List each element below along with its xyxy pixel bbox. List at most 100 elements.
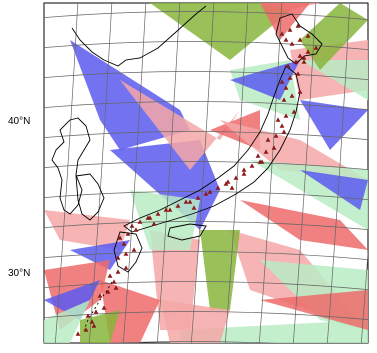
- station-marker: [155, 211, 161, 216]
- sector-pink: [44, 210, 130, 250]
- station-marker: [281, 129, 287, 134]
- station-marker: [291, 109, 297, 114]
- station-marker: [223, 181, 229, 186]
- station-marker: [241, 167, 247, 172]
- station-marker: [305, 49, 311, 54]
- coastlines: [51, 5, 323, 331]
- sector-green: [200, 230, 240, 310]
- station-marker: [131, 247, 137, 252]
- station-marker: [123, 251, 129, 256]
- meridian-line: [224, 3, 249, 343]
- meridian-line: [88, 3, 113, 343]
- station-marker: [241, 171, 247, 176]
- meridian-line: [54, 3, 79, 343]
- coastline-ryukyu: [83, 281, 113, 331]
- station-marker: [279, 31, 285, 36]
- station-marker: [287, 75, 293, 80]
- sector-light-green: [180, 320, 368, 343]
- station-marker: [279, 123, 285, 128]
- station-layer: [75, 23, 319, 336]
- sector-blue: [44, 280, 100, 320]
- sector-red: [260, 290, 368, 330]
- station-marker: [117, 235, 123, 240]
- parallel-line: [44, 251, 368, 260]
- parallel-line: [109, 341, 276, 343]
- station-marker: [191, 205, 197, 210]
- station-marker: [187, 199, 193, 204]
- station-marker: [289, 93, 295, 98]
- sector-pink: [220, 120, 368, 180]
- station-marker: [97, 293, 103, 298]
- station-marker: [301, 55, 307, 60]
- station-marker: [137, 219, 143, 224]
- parallel-line: [44, 11, 368, 20]
- station-marker: [229, 185, 235, 190]
- meridian-line: [156, 3, 181, 343]
- station-marker: [283, 113, 289, 118]
- station-marker: [301, 59, 307, 64]
- station-marker: [313, 45, 319, 50]
- station-marker: [167, 207, 173, 212]
- station-marker: [163, 207, 169, 212]
- station-marker: [293, 59, 299, 64]
- station-marker: [101, 305, 107, 310]
- station-marker: [281, 97, 287, 102]
- parallel-line: [44, 41, 368, 50]
- station-marker: [271, 145, 277, 150]
- station-marker: [255, 153, 261, 158]
- station-marker: [145, 215, 151, 220]
- station-marker: [125, 231, 131, 236]
- meridian-line: [44, 3, 45, 7]
- latitude-label-40n: 40°N: [8, 116, 30, 127]
- sector-pink: [120, 80, 240, 170]
- station-marker: [151, 221, 157, 226]
- station-marker: [287, 27, 293, 32]
- sector-blue: [300, 100, 368, 150]
- station-marker: [111, 279, 117, 284]
- station-marker: [183, 199, 189, 204]
- sector-blue: [230, 60, 300, 100]
- sector-red: [260, 3, 310, 40]
- station-marker: [207, 189, 213, 194]
- meridian-line: [360, 247, 368, 343]
- station-marker: [83, 327, 89, 332]
- meridian-line: [190, 3, 215, 343]
- station-marker: [129, 223, 135, 228]
- station-marker: [305, 33, 311, 38]
- station-marker: [93, 309, 99, 314]
- parallel-line: [44, 221, 368, 230]
- sector-light-green: [130, 190, 200, 250]
- parallel-line: [44, 281, 368, 290]
- meridian-line: [292, 3, 317, 343]
- station-marker: [279, 79, 285, 84]
- sector-light-green: [300, 60, 368, 100]
- station-marker: [297, 37, 303, 42]
- coastline-asia: [51, 5, 207, 215]
- sector-green: [60, 3, 300, 60]
- latitude-label-30n: 30°N: [8, 268, 30, 279]
- station-marker: [297, 53, 303, 58]
- station-marker: [263, 149, 269, 154]
- station-marker: [273, 133, 279, 138]
- station-marker: [91, 323, 97, 328]
- parallel-line: [44, 71, 368, 80]
- station-marker: [265, 137, 271, 142]
- station-marker: [123, 265, 129, 270]
- station-marker: [203, 191, 209, 196]
- station-marker: [215, 185, 221, 190]
- coastline-hokkaido: [275, 13, 323, 65]
- meridian-line: [326, 3, 351, 343]
- coastline-shikoku: [167, 223, 207, 241]
- station-marker: [113, 285, 119, 290]
- sector-green: [300, 3, 368, 70]
- parallel-line: [44, 131, 368, 140]
- graticule-grid: [44, 3, 368, 343]
- coastline-kyushu: [113, 231, 143, 273]
- station-marker: [225, 179, 231, 184]
- station-marker: [105, 289, 111, 294]
- station-marker: [115, 269, 121, 274]
- station-marker: [295, 71, 301, 76]
- parallel-line: [44, 161, 368, 170]
- station-marker: [233, 175, 239, 180]
